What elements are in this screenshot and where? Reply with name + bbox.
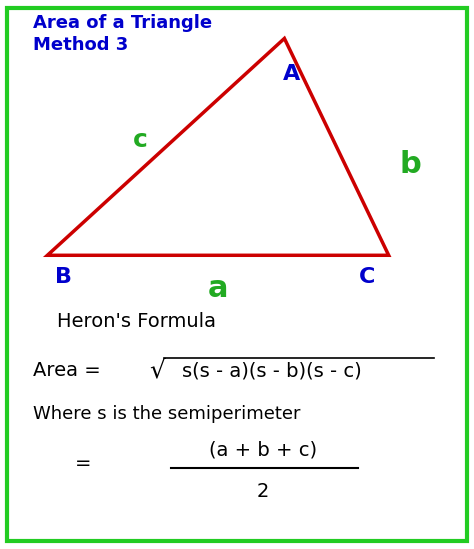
Text: A: A <box>283 64 300 84</box>
Text: Area of a Triangle: Area of a Triangle <box>33 14 212 32</box>
Text: Method 3: Method 3 <box>33 36 128 54</box>
Text: =: = <box>75 455 91 473</box>
Text: √: √ <box>149 358 165 383</box>
Text: s(s - a)(s - b)(s - c): s(s - a)(s - b)(s - c) <box>182 361 362 380</box>
Text: a: a <box>208 274 228 302</box>
Text: (a + b + c): (a + b + c) <box>209 441 317 460</box>
Text: C: C <box>359 267 375 287</box>
Text: 2: 2 <box>257 482 269 501</box>
Text: Area =: Area = <box>33 361 107 380</box>
Text: b: b <box>399 150 421 179</box>
Text: c: c <box>132 128 147 152</box>
Text: Where s is the semiperimeter: Where s is the semiperimeter <box>33 406 301 423</box>
Text: B: B <box>55 267 73 287</box>
Text: Heron's Formula: Heron's Formula <box>57 312 216 330</box>
